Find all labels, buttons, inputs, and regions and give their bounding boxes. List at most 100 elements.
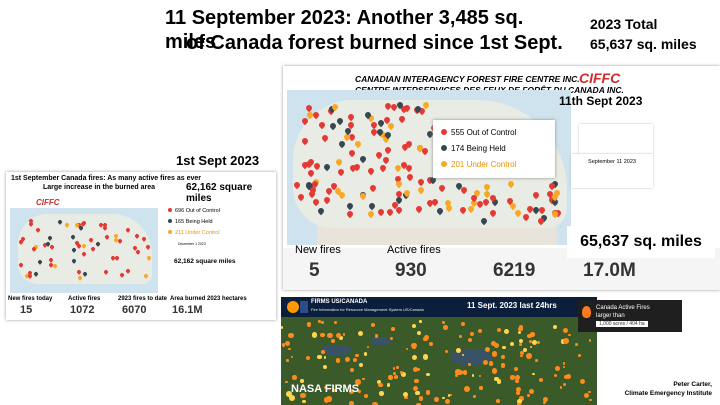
- fire-hotspot: [500, 354, 505, 360]
- fire-hotspot: [428, 341, 433, 346]
- fire-hotspot: [391, 327, 395, 331]
- fire-hotspot: [327, 332, 333, 338]
- fire-hotspot: [288, 332, 295, 339]
- stat-value: 930: [395, 260, 427, 281]
- fire-hotspot: [445, 349, 449, 353]
- fire-hotspot: [400, 371, 403, 374]
- fire-hotspot: [332, 389, 337, 393]
- fire-hotspot: [462, 353, 465, 356]
- fire-hotspot: [516, 390, 520, 395]
- sept11-big-area: 65,637 sq. miles: [567, 226, 715, 258]
- fire-hotspot: [414, 378, 419, 384]
- stat-value: 6219: [493, 260, 536, 281]
- fire-hotspot: [426, 372, 431, 377]
- fire-hotspot: [494, 376, 499, 382]
- stat-label: New fires today: [8, 296, 53, 302]
- fire-hotspot: [488, 361, 493, 366]
- fire-hotspot: [358, 331, 364, 337]
- fire-hotspot: [470, 332, 474, 337]
- fire-hotspot: [372, 402, 378, 405]
- fire-hotspot: [527, 333, 532, 339]
- sept1-legend-out: 696 Out of Control: [168, 206, 268, 217]
- fire-hotspot: [286, 391, 292, 397]
- yellow-dot-icon: [441, 161, 447, 167]
- fire-hotspot: [532, 372, 535, 376]
- firms-label: NASA FIRMS: [291, 383, 360, 395]
- legend-being-held: 174 Being Held: [433, 144, 553, 153]
- fire-hotspot: [378, 382, 383, 388]
- fire-hotspot: [497, 328, 502, 333]
- fire-hotspot: [413, 366, 419, 372]
- stat-value: 15: [20, 304, 33, 316]
- fire-hotspot: [519, 396, 524, 401]
- fire-hotspot: [324, 356, 327, 359]
- fire-hotspot: [514, 366, 519, 372]
- fire-hotspot: [302, 399, 306, 403]
- fire-hotspot: [496, 379, 502, 384]
- fire-hotspot: [491, 350, 498, 357]
- fire-hotspot: [515, 378, 520, 383]
- stat-label: Area burned 2023 hectares: [170, 296, 247, 302]
- fire-hotspot: [517, 402, 521, 405]
- fire-hotspot: [359, 362, 364, 367]
- fire-hotspot: [483, 359, 489, 365]
- fire-hotspot: [472, 394, 476, 398]
- fire-hotspot: [456, 347, 461, 353]
- fire-hotspot: [588, 390, 591, 394]
- fire-hotspot: [418, 320, 422, 323]
- title-line-1: 11 September 2023: Another 3,485 sq. mil…: [165, 7, 524, 53]
- fire-hotspot: [467, 338, 472, 343]
- firms-subtitle: Fire Information for Resource Management…: [311, 307, 424, 312]
- fire-hotspot: [523, 347, 528, 352]
- fire-hotspot: [553, 374, 558, 378]
- fire-hotspot: [348, 389, 354, 394]
- fire-hotspot: [300, 379, 304, 383]
- fire-hotspot: [345, 357, 351, 363]
- fire-hotspot: [503, 328, 509, 334]
- fire-hotspot: [434, 397, 439, 402]
- fire-hotspot: [370, 323, 375, 327]
- sept1-caption-2: Large increase in the burned area: [43, 184, 156, 191]
- sept11-fire-map: 555 Out of Control 174 Being Held 201 Un…: [287, 90, 571, 245]
- fire-hotspot: [374, 333, 379, 338]
- fire-hotspot: [542, 397, 548, 403]
- fire-hotspot: [406, 348, 409, 351]
- fire-icon: [287, 301, 299, 313]
- fire-hotspot: [529, 345, 532, 348]
- firms-legend-title: Canada Active Fires larger than: [596, 305, 650, 319]
- fire-hotspot: [484, 346, 491, 353]
- sept1-square-miles: 62,162 square miles: [186, 182, 253, 204]
- fire-hotspot: [562, 327, 568, 334]
- fire-hotspot: [392, 367, 396, 370]
- fire-hotspot: [563, 375, 568, 380]
- sept1-date: December 1 2023: [178, 242, 206, 246]
- fire-hotspot: [286, 359, 289, 362]
- fire-hotspot: [285, 380, 288, 383]
- fire-hotspot: [464, 386, 470, 393]
- fire-hotspot: [311, 331, 318, 338]
- fire-hotspot: [355, 353, 359, 358]
- red-dot-icon: [441, 129, 447, 135]
- dark-dot-icon: [441, 145, 447, 151]
- fire-hotspot: [284, 341, 290, 347]
- fire-hotspot: [281, 343, 286, 347]
- fire-hotspot: [526, 394, 530, 397]
- total-box: 2023 Total 65,637 sq. miles: [590, 14, 697, 54]
- fire-hotspot: [367, 346, 370, 349]
- fire-hotspot: [388, 375, 393, 380]
- fire-hotspot: [416, 367, 421, 372]
- firms-legend-area: 1,000 acres / 404 ha: [596, 321, 648, 327]
- firms-date: 11 Sept. 2023 last 24hrs: [467, 301, 557, 310]
- side-card: [579, 124, 653, 154]
- ciffc-logo: CIFFC: [579, 70, 621, 86]
- fire-hotspot: [317, 354, 322, 360]
- firms-header: FIRMS US/CANADA Fire Information for Res…: [281, 297, 597, 317]
- fire-hotspot: [516, 398, 522, 404]
- fire-hotspot: [423, 334, 429, 340]
- fire-hotspot: [552, 325, 557, 330]
- stat-label: Active fires: [68, 296, 101, 302]
- fire-hotspot: [462, 369, 468, 375]
- fire-hotspot: [455, 373, 459, 377]
- fire-hotspot: [291, 355, 294, 359]
- fire-hotspot: [449, 393, 452, 397]
